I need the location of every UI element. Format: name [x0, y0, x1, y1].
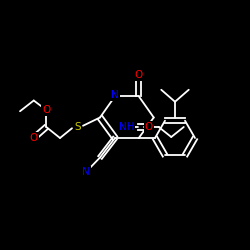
Text: NH: NH — [118, 122, 134, 132]
Text: O: O — [30, 133, 38, 143]
Text: N: N — [111, 90, 119, 100]
Text: O: O — [134, 70, 143, 80]
Text: O: O — [42, 105, 50, 115]
Text: S: S — [74, 122, 81, 132]
Text: N: N — [82, 167, 90, 177]
Text: O: O — [144, 122, 153, 132]
